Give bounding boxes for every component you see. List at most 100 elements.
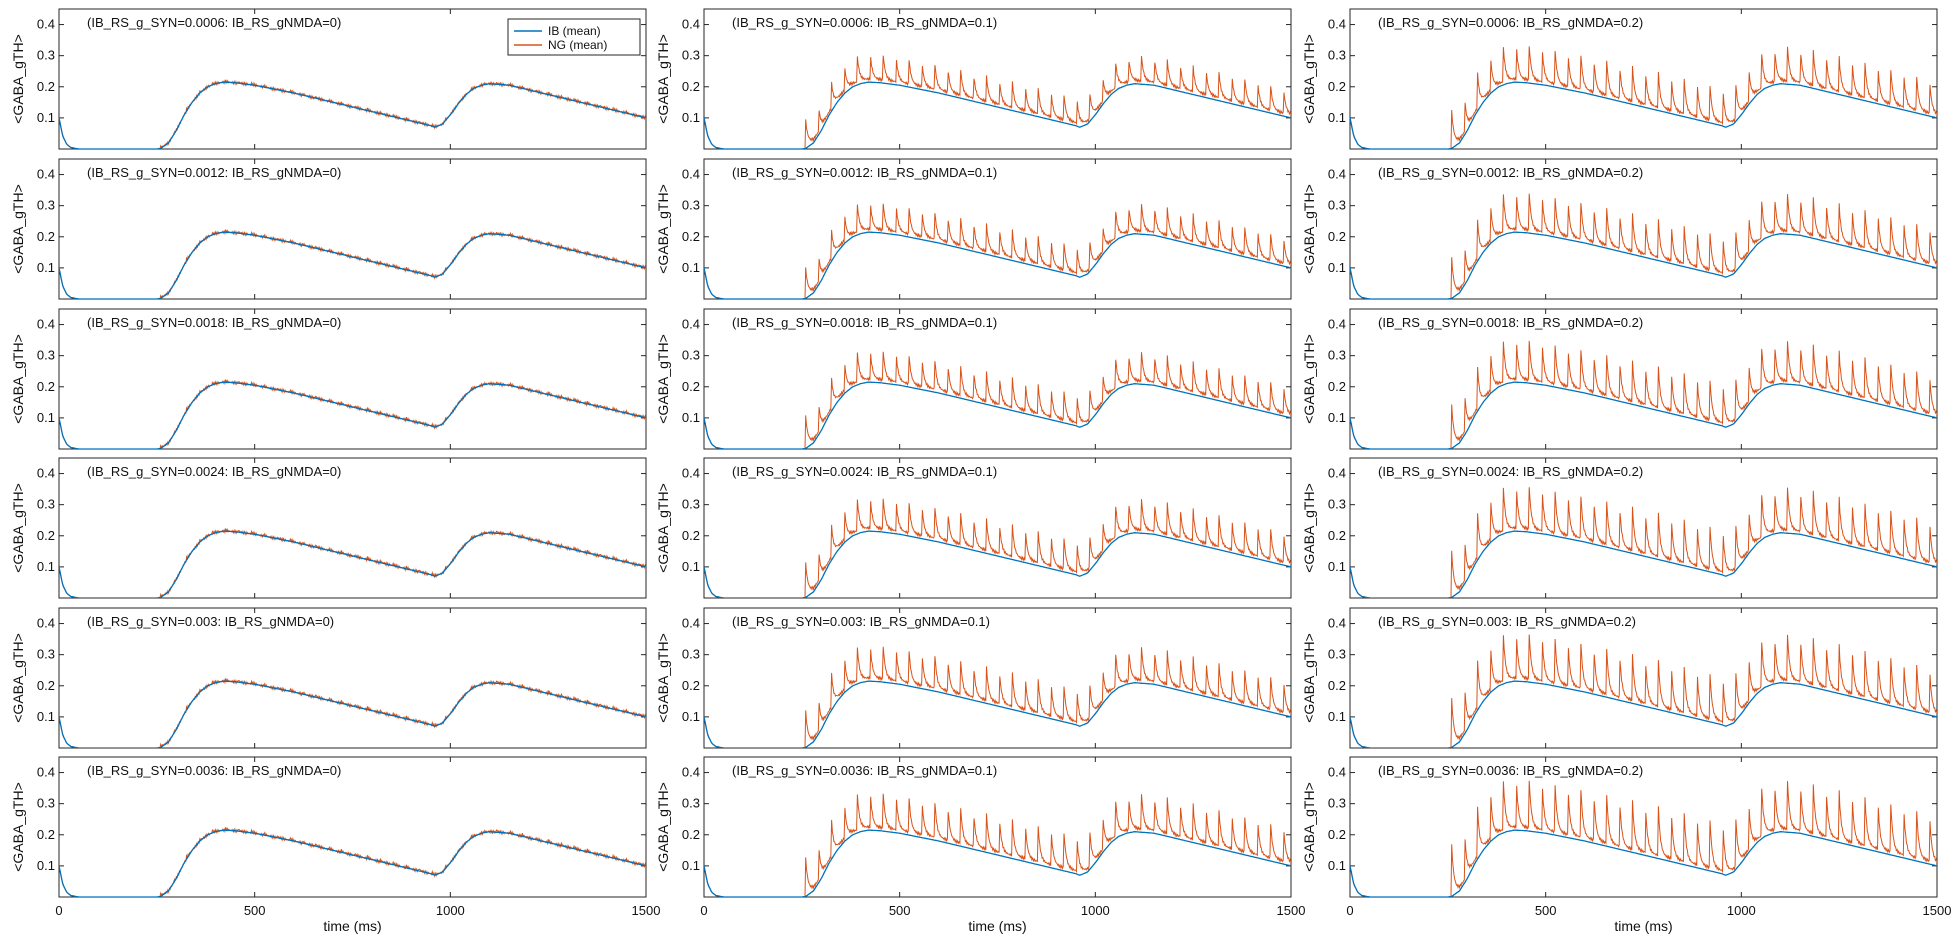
x-tick-label: 0: [700, 903, 707, 918]
subplot-r3-c2: 0.1 0.2 0.3 0.4 <GABA_gTH> (IB_RS_g_SYN=0.001…: [655, 308, 1292, 450]
panel-title: (IB_RS_g_SYN=0.0012: IB_RS_gNMDA=0.2): [1378, 165, 1643, 180]
panel-title: (IB_RS_g_SYN=0.0036: IB_RS_gNMDA=0): [87, 763, 341, 778]
legend-entry: IB (mean): [548, 24, 601, 38]
subplot-r6-c1: 0.1 0.2 0.3 0.4 0 500 1000 1500 <GABA_gTH>time (…: [10, 756, 660, 934]
y-tick-label: 0.1: [1328, 858, 1346, 873]
legend: IB (mean)NG (mean): [507, 18, 641, 56]
y-tick-label: 0.2: [1328, 528, 1346, 543]
y-axis-label: <GABA_gTH>: [655, 782, 671, 872]
y-tick-label: 0.1: [1328, 709, 1346, 724]
ib-mean-line: [704, 231, 1291, 299]
y-tick-label: 0.4: [1328, 616, 1346, 631]
ib-mean-line: [59, 381, 646, 449]
y-tick-label: 0.1: [37, 858, 55, 873]
x-tick-label: 1000: [1727, 903, 1756, 918]
x-axis-label: time (ms): [323, 918, 381, 934]
subplot-r6-c3: 0.1 0.2 0.3 0.4 0 500 1000 1500 <GABA_gTH>time (…: [1301, 756, 1952, 934]
ib-mean-line: [1350, 231, 1937, 299]
panel-title: (IB_RS_g_SYN=0.0018: IB_RS_gNMDA=0.2): [1378, 315, 1643, 330]
x-tick-label: 1000: [436, 903, 465, 918]
y-tick-label: 0.3: [1328, 497, 1346, 512]
y-tick-label: 0.3: [682, 48, 700, 63]
y-tick-label: 0.2: [37, 79, 55, 94]
panel-title: (IB_RS_g_SYN=0.0018: IB_RS_gNMDA=0.1): [732, 315, 997, 330]
ib-mean-line: [704, 530, 1291, 598]
ng-mean-line: [704, 793, 1291, 897]
y-tick-label: 0.3: [682, 647, 700, 662]
y-tick-label: 0.4: [37, 17, 55, 32]
y-axis-label: <GABA_gTH>: [10, 334, 26, 424]
ib-mean-line: [59, 81, 646, 149]
ib-mean-line: [1350, 381, 1937, 449]
panel-title: (IB_RS_g_SYN=0.0018: IB_RS_gNMDA=0): [87, 315, 341, 330]
ib-mean-line: [704, 381, 1291, 449]
axes-frame: [58, 308, 647, 450]
x-tick-label: 1500: [1923, 903, 1952, 918]
subplot-r4-c1: 0.1 0.2 0.3 0.4 <GABA_gTH> (IB_RS_g_SYN=0.002…: [10, 457, 647, 599]
y-tick-label: 0.3: [37, 348, 55, 363]
ng-mean-line: [1350, 46, 1937, 149]
y-tick-label: 0.1: [682, 110, 700, 125]
y-tick-label: 0.2: [1328, 229, 1346, 244]
ib-mean-line: [1350, 829, 1937, 897]
ng-mean-line: [704, 646, 1291, 748]
ib-mean-line: [1350, 680, 1937, 748]
ng-mean-line: [1350, 193, 1937, 299]
ib-mean-line: [704, 81, 1291, 149]
y-tick-label: 0.2: [37, 528, 55, 543]
y-tick-label: 0.2: [37, 229, 55, 244]
y-tick-label: 0.1: [1328, 260, 1346, 275]
ib-mean-line: [704, 680, 1291, 748]
y-tick-label: 0.3: [37, 647, 55, 662]
y-axis-label: <GABA_gTH>: [1301, 334, 1317, 424]
axes-frame: [1349, 308, 1938, 450]
y-tick-label: 0.1: [37, 110, 55, 125]
y-tick-label: 0.2: [37, 827, 55, 842]
y-tick-label: 0.3: [1328, 796, 1346, 811]
y-axis-label: <GABA_gTH>: [655, 483, 671, 573]
axes-frame: [1349, 8, 1938, 150]
axes-frame: [1349, 457, 1938, 599]
y-tick-label: 0.2: [682, 379, 700, 394]
y-tick-label: 0.2: [1328, 79, 1346, 94]
y-tick-label: 0.3: [682, 348, 700, 363]
y-tick-label: 0.2: [682, 79, 700, 94]
subplot-r2-c2: 0.1 0.2 0.3 0.4 <GABA_gTH> (IB_RS_g_SYN=0.001…: [655, 158, 1292, 300]
axes-frame: [58, 607, 647, 749]
axes-frame: [703, 158, 1292, 300]
subplot-r5-c2: 0.1 0.2 0.3 0.4 <GABA_gTH> (IB_RS_g_SYN=0.003…: [655, 607, 1292, 749]
y-tick-label: 0.3: [37, 48, 55, 63]
subplot-r1-c3: 0.1 0.2 0.3 0.4 <GABA_gTH> (IB_RS_g_SYN=0.000…: [1301, 8, 1938, 150]
y-tick-label: 0.3: [37, 796, 55, 811]
x-axis-label: time (ms): [968, 918, 1026, 934]
x-tick-label: 500: [244, 903, 266, 918]
x-tick-label: 1000: [1081, 903, 1110, 918]
y-tick-label: 0.1: [682, 559, 700, 574]
panel-title: (IB_RS_g_SYN=0.003: IB_RS_gNMDA=0.1): [732, 614, 990, 629]
y-tick-label: 0.3: [1328, 48, 1346, 63]
y-tick-label: 0.3: [37, 198, 55, 213]
x-tick-label: 0: [1346, 903, 1353, 918]
panel-title: (IB_RS_g_SYN=0.0036: IB_RS_gNMDA=0.1): [732, 763, 997, 778]
y-tick-label: 0.2: [1328, 678, 1346, 693]
y-tick-label: 0.2: [1328, 379, 1346, 394]
ib-mean-line: [59, 680, 646, 748]
y-tick-label: 0.2: [37, 678, 55, 693]
x-tick-label: 0: [55, 903, 62, 918]
y-tick-label: 0.2: [682, 678, 700, 693]
axes-frame: [58, 457, 647, 599]
x-axis-label: time (ms): [1614, 918, 1672, 934]
ng-mean-line: [1350, 634, 1937, 748]
y-tick-label: 0.2: [682, 229, 700, 244]
panel-title: (IB_RS_g_SYN=0.0006: IB_RS_gNMDA=0.1): [732, 15, 997, 30]
y-tick-label: 0.4: [1328, 317, 1346, 332]
y-tick-label: 0.1: [682, 410, 700, 425]
panel-title: (IB_RS_g_SYN=0.003: IB_RS_gNMDA=0): [87, 614, 334, 629]
axes-frame: [58, 158, 647, 300]
y-axis-label: <GABA_gTH>: [655, 334, 671, 424]
axes-frame: [703, 457, 1292, 599]
y-tick-label: 0.2: [682, 528, 700, 543]
y-tick-label: 0.4: [37, 466, 55, 481]
y-tick-label: 0.3: [682, 796, 700, 811]
y-tick-label: 0.2: [37, 379, 55, 394]
